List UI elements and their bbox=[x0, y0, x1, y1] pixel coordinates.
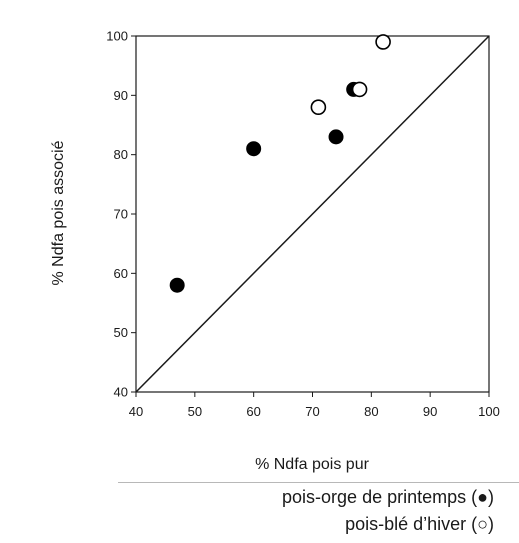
data-point-winter-pea-wheat bbox=[375, 34, 391, 50]
scatter-chart: 40 50 60 70 80 90 100 40 50 60 70 80 90 100 % Ndfa po… bbox=[50, 29, 500, 474]
y-tick-label: 100 bbox=[106, 29, 128, 44]
x-tick-label: 90 bbox=[423, 404, 437, 419]
x-axis-label: % Ndfa pois pur bbox=[255, 456, 370, 473]
y-tick-label: 90 bbox=[114, 88, 128, 103]
data-point-spring-pea-barley bbox=[246, 141, 262, 157]
y-tick-label: 80 bbox=[114, 147, 128, 162]
data-point-spring-pea-barley bbox=[328, 129, 344, 145]
x-tick-label: 60 bbox=[246, 404, 260, 419]
legend-entry-winter-pea-wheat: pois-blé d’hiver (○) bbox=[345, 514, 494, 534]
data-point-spring-pea-barley bbox=[169, 277, 185, 293]
legend-entry-spring-pea-barley: pois-orge de printemps (●) bbox=[282, 487, 494, 507]
legend-divider bbox=[118, 482, 519, 483]
data-point-winter-pea-wheat bbox=[351, 81, 368, 98]
y-tick-label: 60 bbox=[114, 266, 128, 281]
data-point-winter-pea-wheat bbox=[310, 99, 327, 115]
x-tick-label: 70 bbox=[305, 404, 319, 419]
x-tick-label: 40 bbox=[129, 404, 143, 419]
reference-line-1to1 bbox=[135, 35, 490, 393]
x-tick-label: 50 bbox=[188, 404, 202, 419]
x-tick-label: 80 bbox=[364, 404, 378, 419]
y-tick-label: 70 bbox=[114, 207, 128, 222]
y-tick-label: 40 bbox=[114, 385, 128, 400]
x-tick-label: 100 bbox=[478, 404, 500, 419]
y-tick-label: 50 bbox=[114, 325, 128, 340]
plot-frame bbox=[135, 35, 490, 393]
y-axis-label: % Ndfa pois associé bbox=[50, 140, 67, 285]
